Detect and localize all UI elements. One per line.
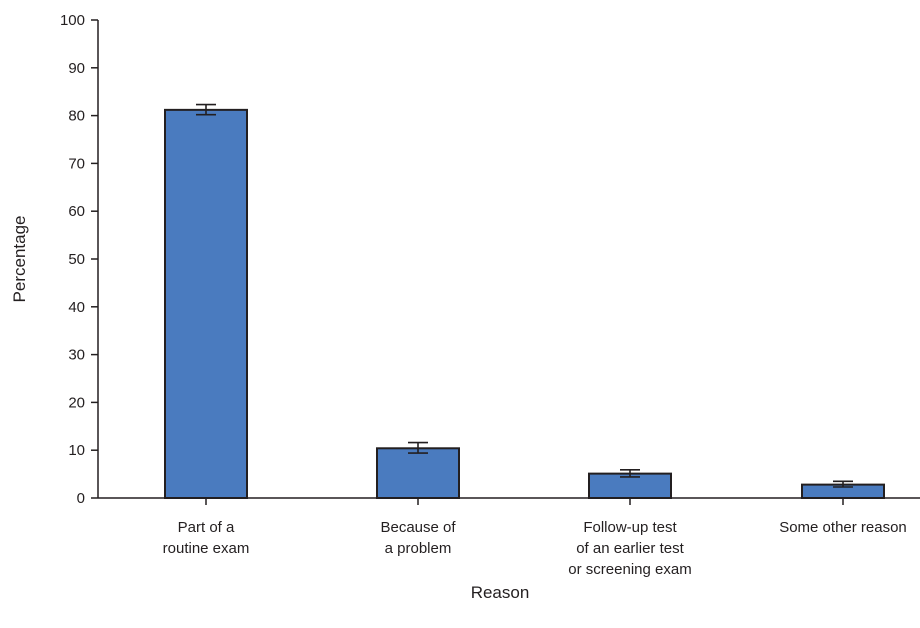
x-tick-label-line: routine exam — [163, 540, 250, 557]
y-tick-label: 0 — [77, 490, 85, 507]
x-tick-label-line: Follow-up test — [583, 519, 677, 536]
y-tick-label: 90 — [68, 60, 85, 77]
x-tick-label-line: Because of — [380, 519, 456, 536]
y-axis-title: Percentage — [10, 216, 29, 303]
bars — [164, 103, 885, 500]
y-tick-label: 80 — [68, 108, 85, 125]
x-tick-label-line: Some other reason — [779, 519, 907, 536]
x-tick-label: Follow-up test of an earlier test or scree… — [568, 519, 691, 578]
x-axis-title: Reason — [471, 583, 530, 602]
x-tick-label-line: or screening exam — [568, 561, 691, 578]
bar — [376, 447, 460, 499]
y-tick-label: 30 — [68, 347, 85, 364]
x-tick-label: Some other reason — [779, 519, 907, 536]
x-tick-label-line: a problem — [385, 540, 452, 557]
x-tick-label: Because of a problem — [380, 519, 456, 557]
y-tick-label: 10 — [68, 442, 85, 459]
y-tick-label: 60 — [68, 203, 85, 220]
y-tick-label: 40 — [68, 299, 85, 316]
x-tick-label-line: of an earlier test — [576, 540, 684, 557]
y-tick-label: 50 — [68, 251, 85, 268]
y-tick-label: 20 — [68, 394, 85, 411]
y-axis: 0 10 20 30 40 50 60 70 80 90 100 — [60, 12, 99, 507]
y-tick-label: 100 — [60, 12, 85, 29]
y-tick-label: 70 — [68, 155, 85, 172]
x-axis: Part of a routine exam Because of a problem… — [98, 497, 920, 578]
bar — [164, 108, 248, 499]
x-tick-label-line: Part of a — [178, 519, 235, 536]
x-tick-label: Part of a routine exam — [163, 519, 250, 557]
